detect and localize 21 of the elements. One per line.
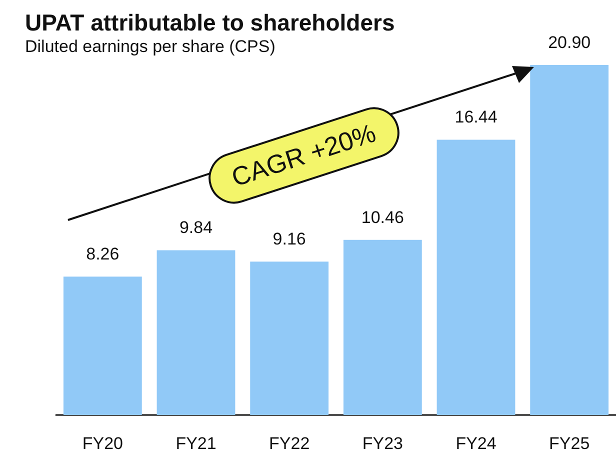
data-label: 16.44 bbox=[454, 108, 498, 127]
bar bbox=[343, 240, 422, 415]
chart-subtitle: Diluted earnings per share (CPS) bbox=[25, 37, 276, 56]
x-tick-label: FY21 bbox=[176, 434, 216, 453]
bar bbox=[156, 250, 236, 415]
chart-title: UPAT attributable to shareholders bbox=[25, 10, 395, 36]
bar bbox=[436, 140, 516, 415]
x-tick-label: FY24 bbox=[456, 434, 496, 453]
x-tick-label: FY25 bbox=[549, 434, 590, 453]
bar bbox=[530, 65, 609, 415]
data-label: 8.26 bbox=[86, 244, 120, 264]
x-tick-label: FY20 bbox=[82, 434, 123, 453]
data-label: 9.84 bbox=[179, 218, 213, 238]
x-tick-label: FY23 bbox=[362, 434, 403, 453]
bar bbox=[250, 262, 329, 415]
data-label: 10.46 bbox=[361, 208, 404, 227]
x-tick-label: FY22 bbox=[269, 434, 310, 453]
bar bbox=[63, 276, 142, 415]
data-label: 9.16 bbox=[272, 230, 306, 249]
annotation: CAGR +20% bbox=[228, 118, 380, 192]
data-label: 20.90 bbox=[548, 33, 591, 52]
